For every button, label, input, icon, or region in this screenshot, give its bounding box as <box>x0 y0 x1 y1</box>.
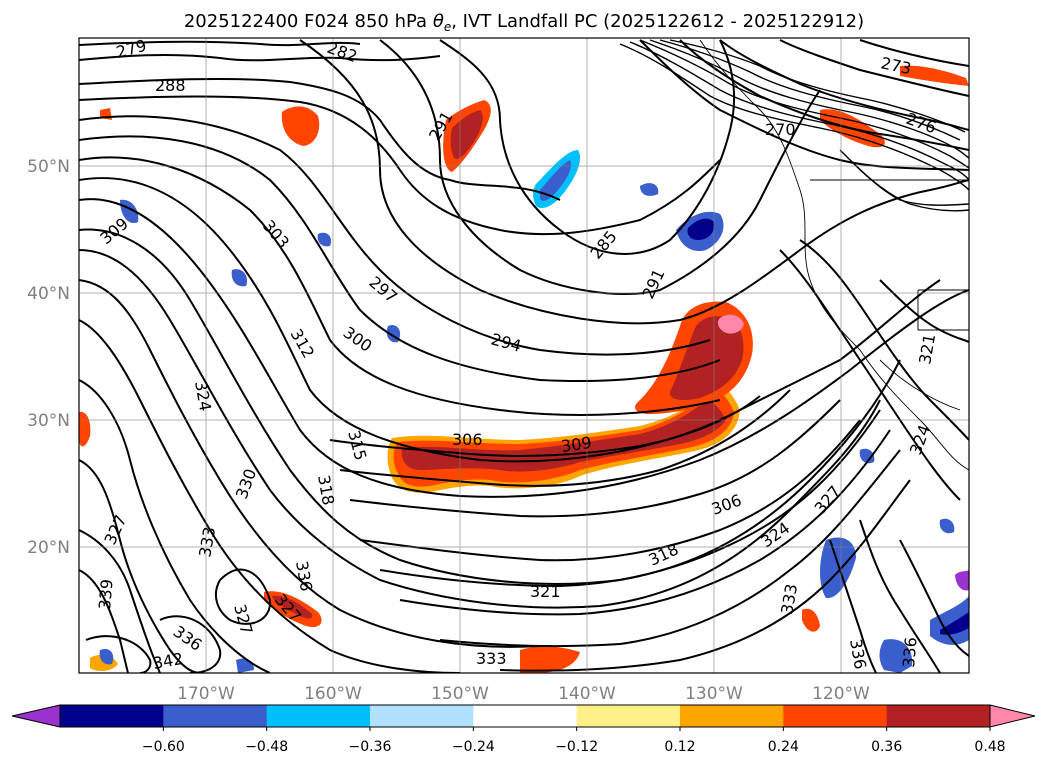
lon-label-150w: 150°W <box>431 684 489 704</box>
colorbar-tick-label: 0.12 <box>664 739 695 755</box>
contour-label: 279 <box>114 36 148 62</box>
colorbar-tick-label: −0.48 <box>245 739 288 755</box>
coastal-dense-contours <box>619 39 969 212</box>
lon-label-170w: 170°W <box>177 684 235 704</box>
colorbar-segment <box>576 705 681 727</box>
colorbar-segment <box>60 705 164 727</box>
lon-label-140w: 140°W <box>558 684 616 704</box>
longitude-labels: 170°W 160°W 150°W 140°W 130°W 120°W <box>177 684 870 704</box>
colorbar-tick-label: −0.24 <box>452 739 495 755</box>
colorbar-segment <box>680 705 784 727</box>
colorbar-extend-max <box>989 704 1036 728</box>
contour-label: 333 <box>476 649 507 668</box>
colorbar-tick-label: −0.60 <box>142 739 185 755</box>
lat-label-40n: 40°N <box>27 284 70 304</box>
colorbar-segment <box>886 705 991 727</box>
colorbar-tick-label: 0.36 <box>871 739 902 755</box>
contour-label: 339 <box>95 578 117 610</box>
colorbar-segment <box>783 705 888 727</box>
lon-label-160w: 160°W <box>304 684 362 704</box>
colorbar-tick-label: −0.36 <box>349 739 392 755</box>
colorbar-segment <box>266 705 371 727</box>
colorbar: −0.60 −0.48 −0.36 −0.24 −0.12 0.12 0.24 0.36 0.4… <box>11 704 1036 755</box>
latitude-labels: 50°N 40°N 30°N 20°N <box>27 157 70 558</box>
theta-e-contours <box>79 39 969 673</box>
colorbar-tick-label: 0.48 <box>974 739 1005 755</box>
contour-label: 306 <box>452 430 483 449</box>
lat-label-30n: 30°N <box>27 411 70 431</box>
lon-label-120w: 120°W <box>812 684 870 704</box>
lat-label-20n: 20°N <box>27 538 70 558</box>
map-frame <box>78 37 970 674</box>
colorbar-tick-label: 0.24 <box>768 739 799 755</box>
lon-label-130w: 130°W <box>685 684 743 704</box>
contour-label: 288 <box>155 76 186 95</box>
graticule <box>79 38 969 673</box>
colorbar-segment <box>370 705 474 727</box>
lat-label-50n: 50°N <box>27 157 70 177</box>
colorbar-segment <box>473 705 578 727</box>
colorbar-segment <box>163 705 268 727</box>
colorbar-tick-label: −0.12 <box>555 739 598 755</box>
map-title: 2025122400 F024 850 hPa θe, IVT Landfall… <box>184 11 864 34</box>
contour-label: 270 <box>765 120 796 139</box>
contour-label: 309 <box>560 433 593 456</box>
contour-label: 321 <box>530 582 561 601</box>
colorbar-extend-min <box>11 704 61 728</box>
contour-label: 336 <box>899 636 921 668</box>
